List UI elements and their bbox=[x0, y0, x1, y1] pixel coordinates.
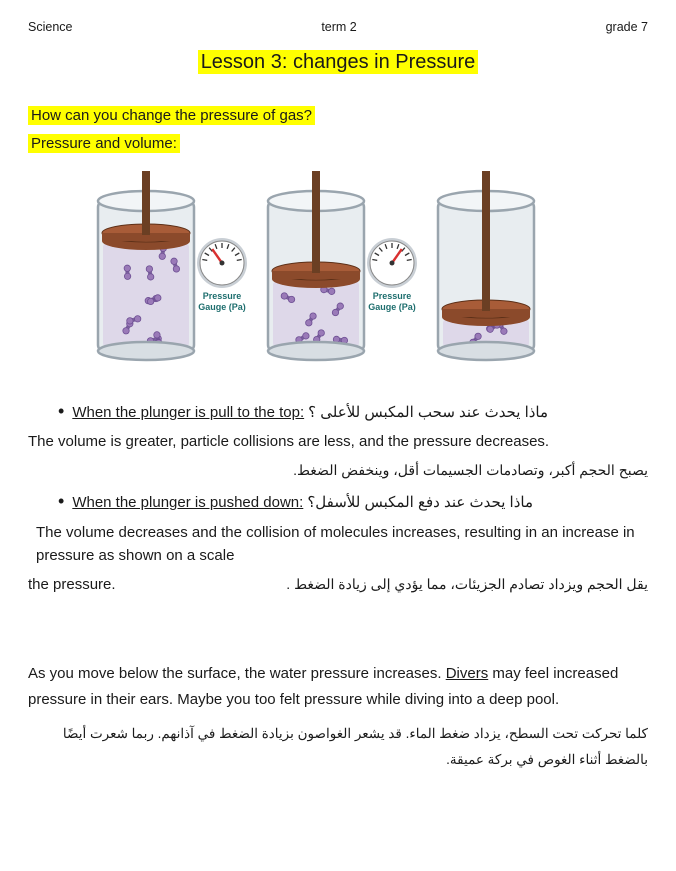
water-paragraph-ar: كلما تحركت تحت السطح، يزداد ضغط الماء. ق… bbox=[28, 721, 648, 772]
bullet-dot: • bbox=[58, 492, 64, 510]
title-highlight: Lesson 3: changes in Pressure bbox=[198, 50, 479, 74]
svg-text:Gauge (Pa): Gauge (Pa) bbox=[198, 302, 246, 312]
question-line: How can you change the pressure of gas? bbox=[28, 104, 648, 127]
subheading-highlight: Pressure and volume: bbox=[28, 134, 180, 153]
header-left: Science bbox=[28, 18, 72, 37]
bullet-1-text: When the plunger is pull to the top: ماذ… bbox=[72, 401, 548, 424]
water-paragraph-en: As you move below the surface, the water… bbox=[28, 661, 648, 714]
bullet-1-en: When the plunger is pull to the top: bbox=[72, 404, 304, 421]
bullet-1-ar: ماذا يحدث عند سحب المكبس للأعلى ؟ bbox=[308, 404, 548, 421]
bullet-2-ar: ماذا يحدث عند دفع المكبس للأسفل؟ bbox=[307, 494, 533, 511]
bullet-2-ar-right: يقل الحجم ويزداد تصادم الجزيئات، مما يؤد… bbox=[286, 574, 648, 596]
bullet-dot: • bbox=[58, 402, 64, 420]
spacer bbox=[28, 601, 648, 661]
bullet-2-en: When the plunger is pushed down: bbox=[72, 494, 303, 511]
svg-text:Pressure: Pressure bbox=[373, 291, 412, 301]
bullet-2-text: When the plunger is pushed down: ماذا يح… bbox=[72, 491, 533, 514]
svg-text:Gauge (Pa): Gauge (Pa) bbox=[368, 302, 416, 312]
water-en-1: As you move below the surface, the water… bbox=[28, 665, 446, 682]
svg-text:Pressure: Pressure bbox=[203, 291, 242, 301]
header-center: term 2 bbox=[321, 18, 356, 37]
divers-word: Divers bbox=[446, 665, 489, 682]
page-title: Lesson 3: changes in Pressure bbox=[28, 47, 648, 78]
bullet-2-left: the pressure. bbox=[28, 573, 116, 596]
question-highlight: How can you change the pressure of gas? bbox=[28, 106, 315, 125]
cylinder-diagram: PressureGauge (Pa)PressureGauge (Pa) bbox=[28, 171, 648, 371]
diagram-svg: PressureGauge (Pa)PressureGauge (Pa) bbox=[78, 171, 598, 371]
header-right: grade 7 bbox=[606, 18, 648, 37]
bullet-1-explain-ar: يصبح الحجم أكبر، وتصادمات الجسيمات أقل، … bbox=[28, 460, 648, 482]
subheading-line: Pressure and volume: bbox=[28, 132, 648, 155]
bullet-2-explain-en: The volume decreases and the collision o… bbox=[36, 521, 648, 568]
bullet-1-explain-en: The volume is greater, particle collisio… bbox=[28, 430, 648, 453]
bullet-2: • When the plunger is pushed down: ماذا … bbox=[58, 491, 648, 514]
bullet-1: • When the plunger is pull to the top: م… bbox=[58, 401, 648, 424]
bullet-2-split: the pressure. يقل الحجم ويزداد تصادم الج… bbox=[28, 573, 648, 596]
page-header: Science term 2 grade 7 bbox=[28, 18, 648, 37]
